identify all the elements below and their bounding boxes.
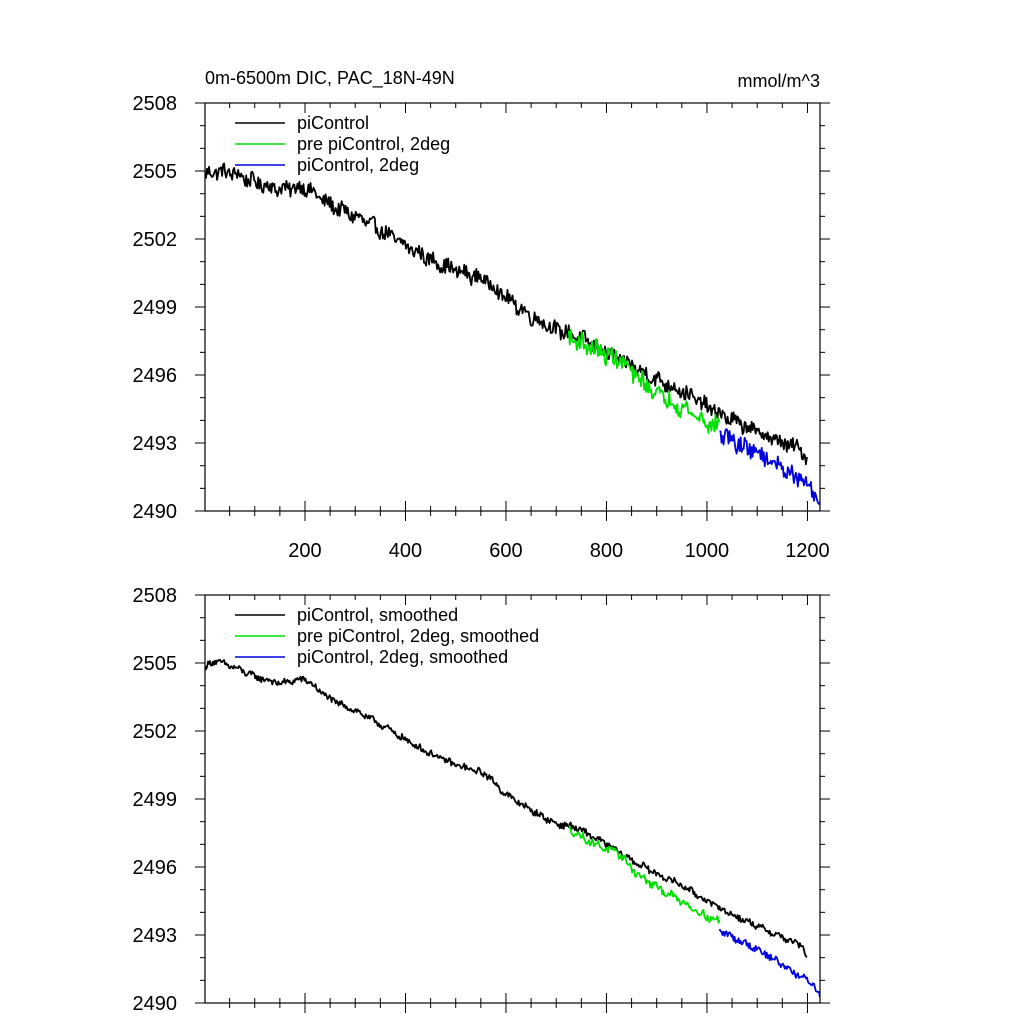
y-tick-label: 2493 <box>133 925 178 947</box>
top-panel: 2490 2493 2496 2499 2502 2505 2508 200 400 600 800… <box>133 93 830 562</box>
series-line-picontrol-2deg-smoothed <box>718 928 820 998</box>
legend-label: piControl, 2deg <box>297 155 419 175</box>
y-tick-label: 2499 <box>133 297 178 319</box>
series-line-picontrol-2deg <box>719 428 820 505</box>
series-line-pre-picontrol-2deg-smoothed <box>568 825 721 924</box>
x-tick-label: 600 <box>489 540 522 562</box>
y-tick-label: 2490 <box>133 993 178 1015</box>
y-tick-label: 2508 <box>133 585 178 607</box>
y-tick-label: 2505 <box>133 161 178 183</box>
chart-title: 0m-6500m DIC, PAC_18N-49N <box>205 68 455 89</box>
legend-label: piControl, 2deg, smoothed <box>297 647 508 667</box>
y-tick-label: 2502 <box>133 721 178 743</box>
x-tick-label: 800 <box>590 540 623 562</box>
y-tick-label: 2496 <box>133 365 178 387</box>
y-tick-label: 2496 <box>133 857 178 879</box>
y-tick-label: 2493 <box>133 433 178 455</box>
series-line-picontrol-smoothed <box>205 658 808 958</box>
y-tick-label: 2502 <box>133 229 178 251</box>
y-tick-label: 2508 <box>133 93 178 115</box>
legend-label: piControl, smoothed <box>297 605 458 625</box>
y-tick-label: 2505 <box>133 653 178 675</box>
bottom-panel: 2490 2493 2496 2499 2502 2505 2508 piControl, s… <box>133 585 830 1015</box>
series-line-pre-picontrol-2deg <box>567 328 721 434</box>
x-tick-label: 1200 <box>785 540 830 562</box>
series-group <box>205 162 820 505</box>
y-tick-label: 2490 <box>133 501 178 523</box>
x-tick-label: 1000 <box>685 540 730 562</box>
series-group <box>205 658 820 998</box>
legend-label: piControl <box>297 113 369 133</box>
x-tick-label: 200 <box>288 540 321 562</box>
x-tick-label: 400 <box>389 540 422 562</box>
y-tick-label: 2499 <box>133 789 178 811</box>
series-line-picontrol <box>205 162 808 466</box>
legend-label: pre piControl, 2deg, smoothed <box>297 626 539 646</box>
legend-label: pre piControl, 2deg <box>297 134 450 154</box>
chart-units: mmol/m^3 <box>738 71 820 91</box>
